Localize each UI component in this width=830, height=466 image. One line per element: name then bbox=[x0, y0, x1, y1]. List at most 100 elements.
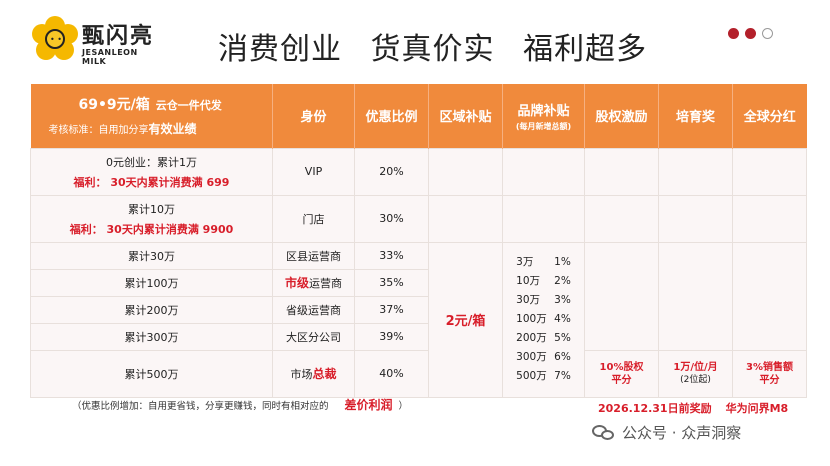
discount-cell: 35% bbox=[354, 268, 429, 297]
page-dot[interactable] bbox=[728, 28, 739, 39]
table-row: 累计500万 市场总裁 40% 10%股权 平分 1万/位/月 (2位起) 3%… bbox=[30, 349, 807, 398]
equity-cell bbox=[584, 147, 659, 196]
regional-subsidy-cell: 2元/箱 bbox=[428, 241, 503, 398]
brand-subsidy-cell bbox=[502, 147, 585, 196]
dividend-cell bbox=[732, 241, 807, 351]
cultivation-value-sub: (2位起) bbox=[680, 374, 711, 385]
equity-value-cell: 10%股权 平分 bbox=[584, 349, 659, 398]
header-price-note: 云仓一件代发 bbox=[155, 99, 222, 113]
list-item: 100万 4% bbox=[516, 313, 571, 325]
brand-name-en: JESANLEON MILK bbox=[82, 48, 138, 66]
list-item: 200万 5% bbox=[516, 332, 571, 344]
condition-cell: 累计200万 bbox=[30, 295, 273, 324]
condition-cell: 累计10万 福利： 30天内累计消费满 9900 bbox=[30, 194, 273, 243]
dividend-cell bbox=[732, 147, 807, 196]
slogan-part: 货真价实 bbox=[370, 32, 495, 67]
regional-subsidy-value: 2元/箱 bbox=[445, 314, 486, 329]
identity-cell: 省级运营商 bbox=[272, 295, 355, 324]
table-row: 累计200万 省级运营商 37% bbox=[30, 295, 807, 324]
identity-cell: 大区分公司 bbox=[272, 322, 355, 351]
watermark-text: 公众号 · 众声洞察 bbox=[622, 424, 742, 442]
identity-cell: 市场总裁 bbox=[272, 349, 355, 398]
regional-cell bbox=[428, 194, 503, 243]
header-discount: 优惠比例 bbox=[354, 84, 429, 148]
table-row: 累计10万 福利： 30天内累计消费满 9900 门店 30% bbox=[30, 194, 807, 243]
condition-cell: 累计300万 bbox=[30, 322, 273, 351]
discount-cell: 40% bbox=[354, 349, 429, 398]
reward-deadline: 2026.12.31日前奖励 bbox=[598, 402, 712, 415]
header-assessment: 考核标准：自用加分享 bbox=[48, 125, 149, 137]
header-price: 69•9元/箱 bbox=[78, 97, 150, 114]
table-header: 69•9元/箱 云仓一件代发 考核标准：自用加分享有效业绩 身份 优惠比例 区域补… bbox=[30, 84, 807, 148]
list-item: 10万 2% bbox=[516, 275, 571, 287]
header-brand-subsidy: 品牌补贴 (每月新增总额) bbox=[502, 84, 585, 148]
identity-cell: 区县运营商 bbox=[272, 241, 355, 270]
reward-note: 2026.12.31日前奖励 华为问界M8 bbox=[598, 400, 802, 416]
dividend-value: 3%销售额 bbox=[746, 361, 793, 373]
condition-text: 0元创业：累计1万 bbox=[106, 155, 197, 169]
discount-cell: 30% bbox=[354, 194, 429, 243]
cultivation-cell bbox=[658, 147, 733, 196]
condition-cell: 累计500万 bbox=[30, 349, 273, 398]
equity-cell bbox=[584, 194, 659, 243]
header-price-cell: 69•9元/箱 云仓一件代发 考核标准：自用加分享有效业绩 bbox=[30, 84, 273, 148]
brand-logo: • • 甄闪亮 JESANLEON MILK bbox=[32, 16, 162, 66]
page-indicator bbox=[728, 28, 773, 39]
table-row: 累计30万 区县运营商 33% 2元/箱 3万 1% 10万 2% 30万 3% 10… bbox=[30, 241, 807, 398]
welfare-text: 福利： 30天内累计消费满 699 bbox=[73, 175, 230, 189]
watermark: 公众号 · 众声洞察 bbox=[592, 422, 741, 443]
header-regional: 区域补贴 bbox=[428, 84, 503, 148]
cultivation-value: 1万/位/月 bbox=[673, 361, 718, 373]
list-item: 30万 3% bbox=[516, 294, 571, 306]
equity-value: 10%股权 bbox=[599, 361, 644, 373]
dividend-cell bbox=[732, 194, 807, 243]
identity-cell: VIP bbox=[272, 147, 355, 196]
brand-subsidy-list-cell: 3万 1% 10万 2% 30万 3% 100万 4% 200万 5% 300万 6% 50… bbox=[502, 241, 585, 398]
footnote-highlight: 差价利润 bbox=[344, 398, 393, 412]
cultivation-value-cell: 1万/位/月 (2位起) bbox=[658, 349, 733, 398]
discount-cell: 37% bbox=[354, 295, 429, 324]
slogan-part: 消费创业 bbox=[218, 32, 342, 67]
equity-cell bbox=[584, 241, 659, 351]
dividend-value-sub: 平分 bbox=[759, 374, 780, 386]
flower-logo-icon: • • bbox=[32, 16, 78, 62]
condition-cell: 0元创业：累计1万 福利： 30天内累计消费满 699 bbox=[30, 147, 273, 196]
table-row: 0元创业：累计1万 福利： 30天内累计消费满 699 VIP 20% bbox=[30, 147, 807, 196]
brand-subsidy-list: 3万 1% 10万 2% 30万 3% 100万 4% 200万 5% 300万 6% 50… bbox=[503, 253, 584, 386]
page-dot-active[interactable] bbox=[745, 28, 756, 39]
condition-cell: 累计30万 bbox=[30, 241, 273, 270]
list-item: 3万 1% bbox=[516, 256, 571, 268]
wechat-icon bbox=[592, 423, 616, 443]
list-item: 500万 7% bbox=[516, 370, 571, 382]
discount-cell: 33% bbox=[354, 241, 429, 270]
cultivation-cell bbox=[658, 194, 733, 243]
header-brand-subsidy-sub: (每月新增总额) bbox=[515, 121, 572, 131]
footnote-close: ） bbox=[398, 401, 409, 412]
brand-subsidy-cell bbox=[502, 194, 585, 243]
regional-cell bbox=[428, 147, 503, 196]
brand-name: 甄闪亮 bbox=[82, 23, 155, 49]
identity-suffix: 运营商 bbox=[309, 277, 342, 290]
identity-prefix: 市场 bbox=[290, 368, 313, 381]
discount-cell: 39% bbox=[354, 322, 429, 351]
identity-cell: 门店 bbox=[272, 194, 355, 243]
discount-cell: 20% bbox=[354, 147, 429, 196]
slogan: 消费创业 货真价实 福利超多 bbox=[218, 24, 665, 68]
page-dot[interactable] bbox=[762, 28, 773, 39]
header-dividend: 全球分红 bbox=[732, 84, 807, 148]
slogan-part: 福利超多 bbox=[523, 32, 648, 67]
identity-cell: 市级运营商 bbox=[272, 268, 355, 297]
header-assessment-bold: 有效业绩 bbox=[148, 122, 197, 137]
header-equity: 股权激励 bbox=[584, 84, 659, 148]
header-identity: 身份 bbox=[272, 84, 355, 148]
cultivation-cell bbox=[658, 241, 733, 351]
header-cultivation: 培育奖 bbox=[658, 84, 733, 148]
table-row: 累计100万 市级运营商 35% bbox=[30, 268, 807, 297]
condition-text: 累计10万 bbox=[128, 202, 175, 216]
footnote: （优惠比例增加：自用更省钱，分享更赚钱，同时有相对应的 差价利润 ） bbox=[72, 396, 408, 413]
table-row: 累计300万 大区分公司 39% bbox=[30, 322, 807, 351]
footnote-text: （优惠比例增加：自用更省钱，分享更赚钱，同时有相对应的 bbox=[72, 401, 329, 412]
reward-prize: 华为问界M8 bbox=[725, 402, 789, 415]
dividend-value-cell: 3%销售额 平分 bbox=[732, 349, 807, 398]
welfare-text: 福利： 30天内累计消费满 9900 bbox=[69, 222, 234, 236]
